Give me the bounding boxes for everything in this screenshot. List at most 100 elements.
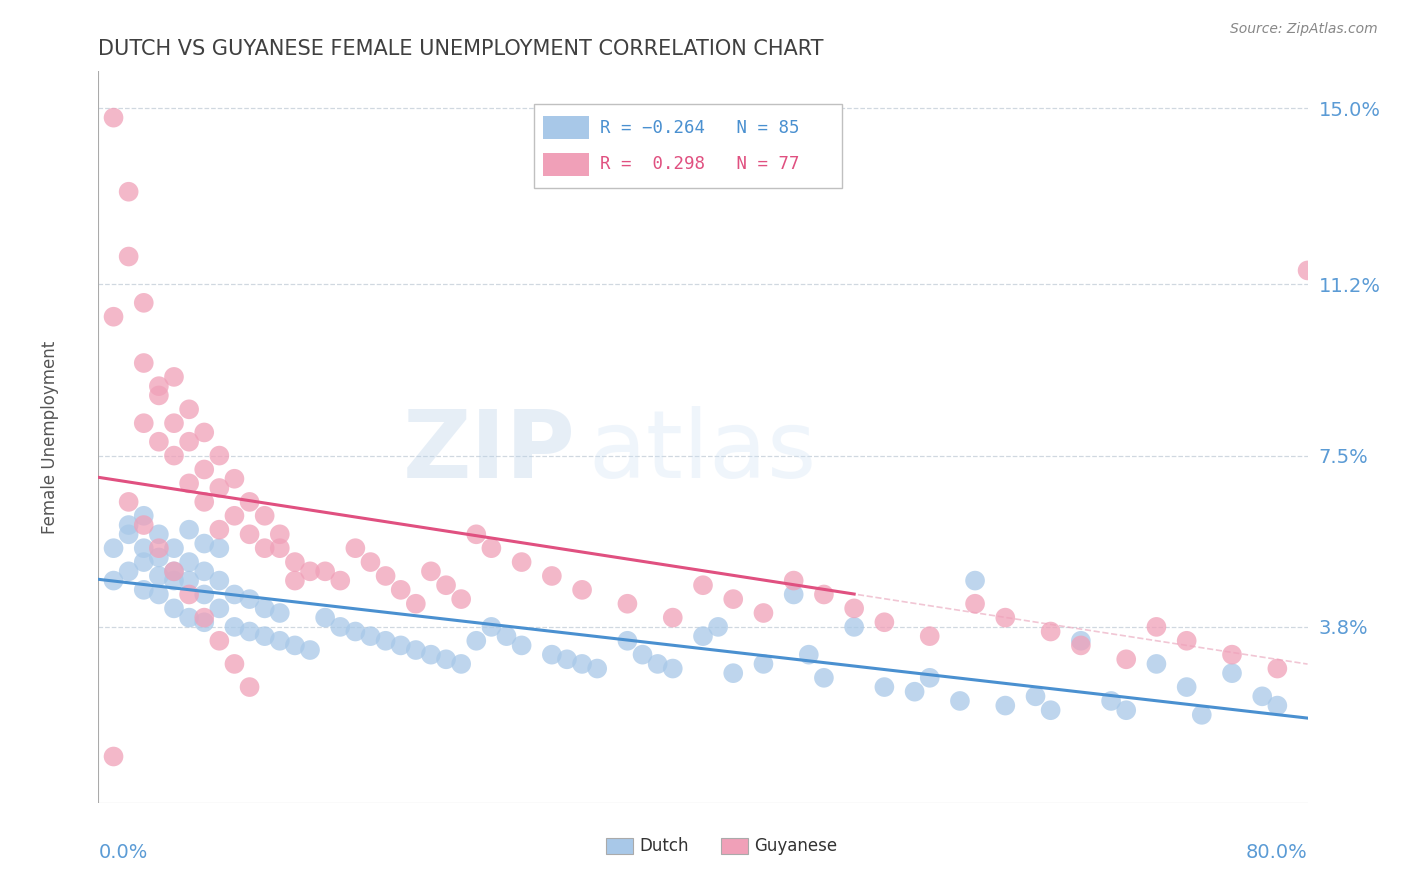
Point bbox=[873, 615, 896, 630]
Point bbox=[299, 643, 322, 657]
Point bbox=[193, 610, 215, 624]
Point bbox=[374, 633, 396, 648]
Point bbox=[540, 569, 562, 583]
Point bbox=[163, 565, 186, 579]
Text: 0.0%: 0.0% bbox=[98, 843, 148, 862]
Point bbox=[284, 639, 307, 653]
Point bbox=[103, 541, 125, 556]
Point bbox=[193, 565, 215, 579]
Point bbox=[844, 620, 866, 634]
Point bbox=[783, 574, 806, 588]
Bar bbox=[721, 838, 748, 854]
Point bbox=[918, 629, 941, 643]
Point bbox=[631, 648, 654, 662]
Point bbox=[208, 601, 231, 615]
Point bbox=[299, 565, 322, 579]
FancyBboxPatch shape bbox=[534, 104, 842, 188]
Text: Dutch: Dutch bbox=[638, 837, 689, 855]
Point bbox=[314, 610, 336, 624]
Point bbox=[103, 574, 125, 588]
Point bbox=[586, 661, 609, 675]
Point bbox=[239, 495, 262, 509]
Point bbox=[481, 620, 503, 634]
Point bbox=[495, 629, 517, 643]
Point bbox=[132, 295, 155, 310]
Point bbox=[420, 565, 443, 579]
Point bbox=[269, 527, 291, 541]
Point bbox=[193, 462, 215, 476]
Text: atlas: atlas bbox=[588, 406, 817, 498]
Point bbox=[1267, 661, 1289, 675]
Point bbox=[163, 565, 186, 579]
Text: DUTCH VS GUYANESE FEMALE UNEMPLOYMENT CORRELATION CHART: DUTCH VS GUYANESE FEMALE UNEMPLOYMENT CO… bbox=[98, 38, 824, 59]
Point bbox=[284, 574, 307, 588]
Point bbox=[1146, 620, 1168, 634]
Point bbox=[148, 550, 170, 565]
Point bbox=[405, 597, 427, 611]
Point bbox=[224, 620, 246, 634]
Point bbox=[148, 569, 170, 583]
Point bbox=[616, 633, 638, 648]
Point bbox=[540, 648, 562, 662]
Text: 80.0%: 80.0% bbox=[1246, 843, 1308, 862]
Point bbox=[148, 587, 170, 601]
Point bbox=[647, 657, 669, 671]
Point bbox=[389, 639, 412, 653]
Point bbox=[904, 684, 927, 698]
Point bbox=[163, 370, 186, 384]
Point bbox=[1296, 263, 1319, 277]
Point bbox=[707, 620, 730, 634]
Point bbox=[389, 582, 412, 597]
Point bbox=[571, 657, 593, 671]
Point bbox=[224, 657, 246, 671]
Point bbox=[148, 527, 170, 541]
Point bbox=[179, 610, 201, 624]
Point bbox=[163, 601, 186, 615]
Point bbox=[1024, 690, 1046, 704]
Point bbox=[450, 657, 472, 671]
Point bbox=[148, 379, 170, 393]
Point bbox=[163, 541, 186, 556]
Point bbox=[239, 592, 262, 607]
Point bbox=[965, 597, 987, 611]
Point bbox=[752, 657, 775, 671]
Point bbox=[344, 541, 367, 556]
Point bbox=[163, 574, 186, 588]
Point bbox=[179, 434, 201, 449]
Point bbox=[148, 388, 170, 402]
Point bbox=[269, 606, 291, 620]
Point bbox=[314, 565, 336, 579]
Text: Source: ZipAtlas.com: Source: ZipAtlas.com bbox=[1230, 22, 1378, 37]
Point bbox=[118, 565, 141, 579]
Point bbox=[374, 569, 396, 583]
Point bbox=[208, 541, 231, 556]
Point bbox=[1251, 690, 1274, 704]
Text: Guyanese: Guyanese bbox=[754, 837, 837, 855]
Point bbox=[239, 680, 262, 694]
Point bbox=[253, 541, 276, 556]
Point bbox=[571, 582, 593, 597]
Point bbox=[1070, 639, 1092, 653]
Point bbox=[103, 749, 125, 764]
Point bbox=[434, 578, 457, 592]
Point bbox=[193, 615, 215, 630]
Point bbox=[844, 601, 866, 615]
Point bbox=[269, 633, 291, 648]
Point bbox=[344, 624, 367, 639]
Point bbox=[148, 541, 170, 556]
Point bbox=[465, 633, 488, 648]
Point bbox=[118, 495, 141, 509]
Point bbox=[132, 555, 155, 569]
Point bbox=[193, 587, 215, 601]
Point bbox=[179, 587, 201, 601]
Point bbox=[465, 527, 488, 541]
Point bbox=[179, 523, 201, 537]
Point bbox=[253, 629, 276, 643]
Bar bbox=[543, 153, 589, 176]
Point bbox=[723, 592, 745, 607]
Point bbox=[783, 587, 806, 601]
Point bbox=[360, 555, 382, 569]
Point bbox=[103, 310, 125, 324]
Point bbox=[1220, 648, 1243, 662]
Point bbox=[949, 694, 972, 708]
